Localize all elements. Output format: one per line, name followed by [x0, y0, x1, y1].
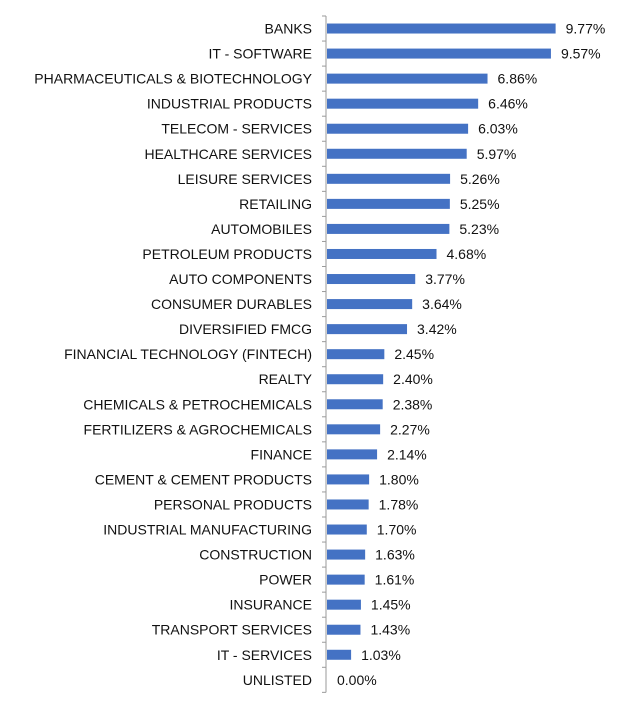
category-label: CHEMICALS & PETROCHEMICALS	[83, 396, 312, 412]
category-label: INDUSTRIAL PRODUCTS	[147, 96, 312, 112]
bar	[327, 98, 479, 109]
category-label: UNLISTED	[243, 672, 312, 688]
value-label: 1.78%	[379, 496, 419, 512]
category-label: BANKS	[265, 21, 312, 37]
bar	[327, 274, 416, 285]
value-label: 6.46%	[488, 96, 528, 112]
bar	[327, 449, 378, 460]
category-label: TRANSPORT SERVICES	[152, 622, 312, 638]
value-label: 1.63%	[375, 547, 415, 563]
value-label: 5.26%	[460, 171, 500, 187]
bar	[327, 198, 450, 209]
category-label: PHARMACEUTICALS & BIOTECHNOLOGY	[34, 71, 312, 87]
bar	[327, 524, 367, 535]
value-label: 2.45%	[394, 346, 434, 362]
category-label: DIVERSIFIED FMCG	[179, 321, 312, 337]
category-label: REALTY	[259, 371, 313, 387]
value-label: 2.14%	[387, 446, 427, 462]
value-label: 3.64%	[422, 296, 462, 312]
bar	[327, 574, 365, 585]
bar	[327, 499, 369, 510]
bar	[327, 23, 556, 34]
value-label: 1.70%	[377, 522, 417, 538]
bar	[327, 649, 352, 660]
value-label: 4.68%	[447, 246, 487, 262]
bar	[327, 173, 451, 184]
category-labels-layer: BANKS IT - SOFTWARE PHARMACEUTICALS & BIOT…	[34, 21, 312, 688]
value-label: 3.77%	[425, 271, 465, 287]
bar	[327, 599, 361, 610]
category-label: CONSUMER DURABLES	[151, 296, 312, 312]
category-label: PERSONAL PRODUCTS	[154, 496, 312, 512]
bar	[327, 324, 408, 335]
value-label: 6.86%	[498, 71, 538, 87]
category-label: INDUSTRIAL MANUFACTURING	[103, 522, 312, 538]
category-label: FINANCIAL TECHNOLOGY (FINTECH)	[64, 346, 312, 362]
category-label: CONSTRUCTION	[199, 547, 312, 563]
category-label: IT - SERVICES	[217, 647, 312, 663]
category-label: PETROLEUM PRODUCTS	[142, 246, 312, 262]
bar	[327, 374, 384, 385]
bar	[327, 73, 488, 84]
value-labels-layer: 9.77% 9.57% 6.86% 6.46% 6.03% 5.97% 5.26% 5.25%…	[337, 21, 605, 688]
bar	[327, 549, 366, 560]
bar	[327, 223, 450, 234]
bar	[327, 248, 437, 259]
category-label: IT - SOFTWARE	[209, 46, 312, 62]
bar	[327, 624, 361, 635]
bar	[327, 123, 469, 134]
value-label: 2.38%	[393, 396, 433, 412]
value-label: 1.80%	[379, 471, 419, 487]
bars-layer	[327, 23, 556, 660]
category-label: RETAILING	[239, 196, 312, 212]
bar	[327, 474, 370, 485]
bar	[327, 399, 383, 410]
category-label: AUTO COMPONENTS	[169, 271, 312, 287]
bar	[327, 349, 385, 360]
value-label: 5.23%	[459, 221, 499, 237]
value-label: 2.40%	[393, 371, 433, 387]
value-label: 5.25%	[460, 196, 500, 212]
value-label: 9.77%	[566, 21, 606, 37]
category-label: FERTILIZERS & AGROCHEMICALS	[84, 421, 312, 437]
bar	[327, 148, 467, 159]
category-label: TELECOM - SERVICES	[161, 121, 312, 137]
value-label: 1.03%	[361, 647, 401, 663]
value-label: 0.00%	[337, 672, 377, 688]
value-label: 1.61%	[375, 572, 415, 588]
category-label: HEALTHCARE SERVICES	[144, 146, 312, 162]
category-label: INSURANCE	[230, 597, 312, 613]
category-label: LEISURE SERVICES	[178, 171, 312, 187]
category-label: POWER	[259, 572, 312, 588]
bar	[327, 48, 551, 59]
value-label: 2.27%	[390, 421, 430, 437]
value-label: 3.42%	[417, 321, 457, 337]
bar	[327, 424, 381, 435]
category-label: FINANCE	[251, 446, 312, 462]
value-label: 9.57%	[561, 46, 601, 62]
bar	[327, 299, 413, 310]
value-label: 6.03%	[478, 121, 518, 137]
category-label: AUTOMOBILES	[211, 221, 312, 237]
value-label: 5.97%	[477, 146, 517, 162]
category-label: CEMENT & CEMENT PRODUCTS	[95, 471, 312, 487]
value-label: 1.45%	[371, 597, 411, 613]
value-label: 1.43%	[370, 622, 410, 638]
axis-layer	[322, 15, 327, 693]
